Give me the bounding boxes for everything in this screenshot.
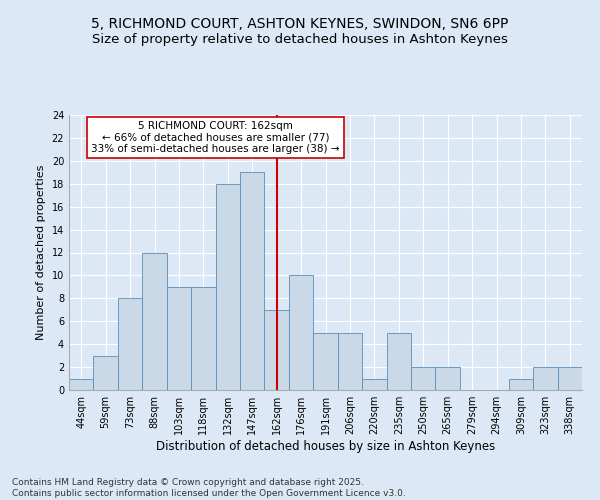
Bar [411,367,436,390]
Bar [338,332,362,390]
Bar [94,356,118,390]
Bar [265,310,289,390]
Text: 5 RICHMOND COURT: 162sqm
← 66% of detached houses are smaller (77)
33% of semi-d: 5 RICHMOND COURT: 162sqm ← 66% of detach… [91,120,340,154]
Bar [215,184,240,390]
Bar [191,287,215,390]
Bar [118,298,142,390]
Bar [533,367,557,390]
Text: 5, RICHMOND COURT, ASHTON KEYNES, SWINDON, SN6 6PP: 5, RICHMOND COURT, ASHTON KEYNES, SWINDO… [91,18,509,32]
Y-axis label: Number of detached properties: Number of detached properties [36,165,46,340]
Bar [386,332,411,390]
Bar [289,276,313,390]
Bar [313,332,338,390]
Bar [240,172,265,390]
Bar [69,378,94,390]
Text: Contains HM Land Registry data © Crown copyright and database right 2025.
Contai: Contains HM Land Registry data © Crown c… [12,478,406,498]
X-axis label: Distribution of detached houses by size in Ashton Keynes: Distribution of detached houses by size … [156,440,495,453]
Bar [142,252,167,390]
Text: Size of property relative to detached houses in Ashton Keynes: Size of property relative to detached ho… [92,32,508,46]
Bar [509,378,533,390]
Bar [362,378,386,390]
Bar [436,367,460,390]
Bar [557,367,582,390]
Bar [167,287,191,390]
